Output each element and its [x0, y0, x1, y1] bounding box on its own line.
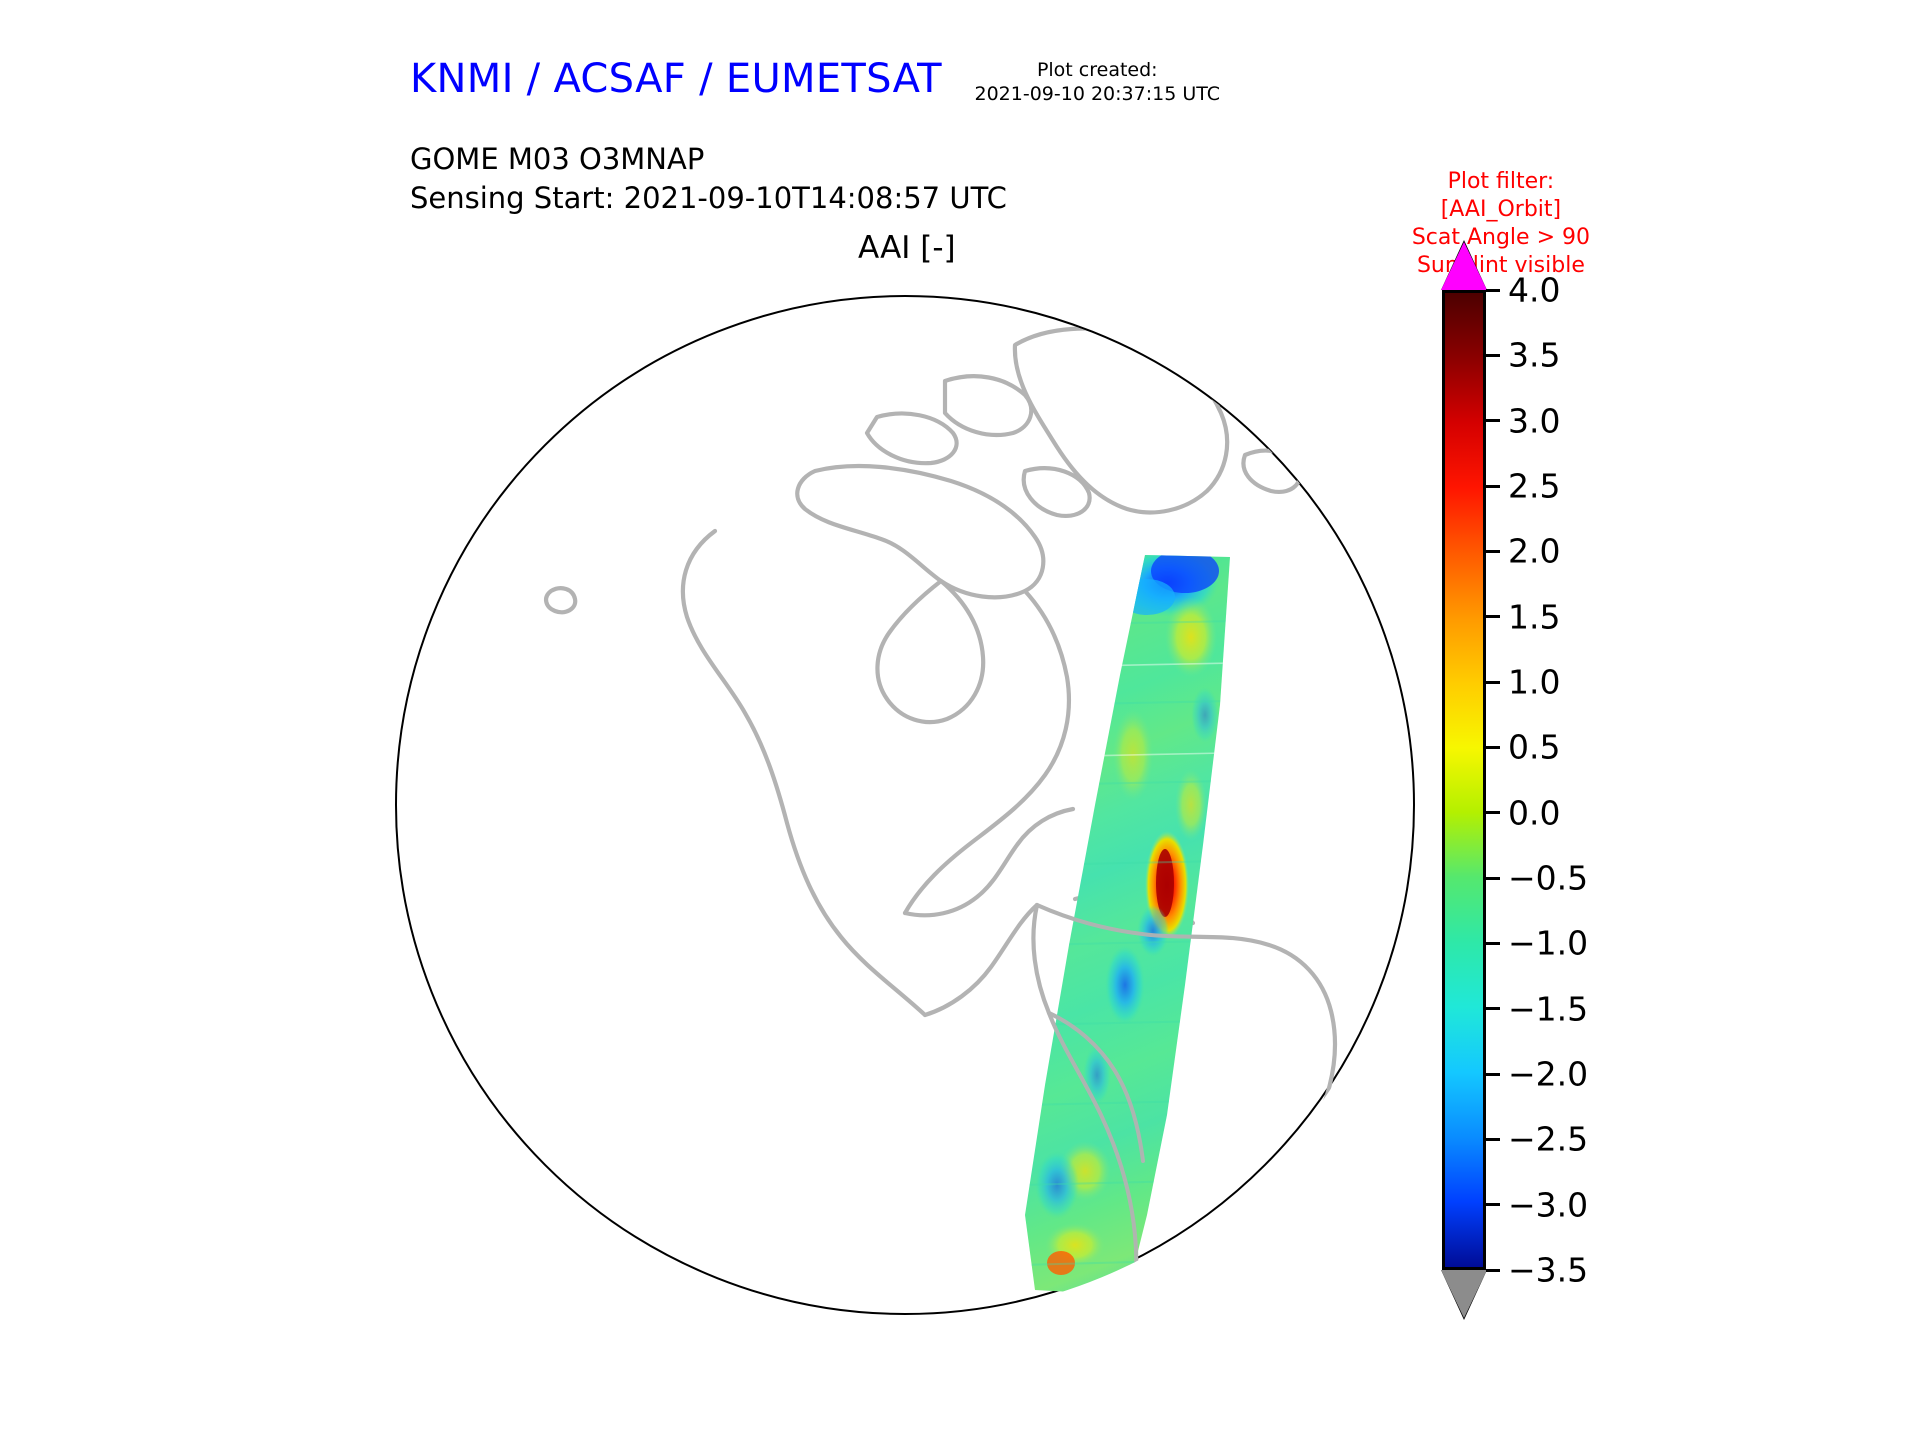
globe-map	[385, 285, 1430, 1330]
plot-filter-sunglint: Sunglint visible	[1416, 253, 1585, 279]
colorbar-tick-label: 0.5	[1508, 727, 1561, 767]
colorbar-tick-label: −3.5	[1508, 1250, 1589, 1290]
plot-filter-block: Plot filter: [AAI_Orbit] Scat Angle > 90…	[1412, 168, 1590, 281]
colorbar-tick-label: −0.5	[1508, 858, 1589, 898]
colorbar-tick-label: 0.0	[1508, 793, 1561, 833]
colorbar-tick	[1486, 484, 1500, 488]
colorbar-tick	[1486, 615, 1500, 619]
colorbar-tick	[1486, 1007, 1500, 1011]
coastlines	[544, 326, 1416, 1316]
colorbar-tick-label: −3.0	[1508, 1185, 1589, 1225]
colorbar-tick	[1486, 811, 1500, 815]
colorbar-tick	[1486, 1072, 1500, 1076]
colorbar-tick-label: −1.5	[1508, 989, 1589, 1029]
product-info-block: GOME M03 O3MNAP Sensing Start: 2021-09-1…	[410, 140, 1007, 217]
colorbar-under-arrow	[1441, 1270, 1487, 1318]
colorbar-tick	[1486, 1268, 1500, 1272]
colorbar-tick-label: 4.0	[1508, 270, 1561, 310]
plot-created-block: Plot created: 2021-09-10 20:37:15 UTC	[975, 58, 1221, 107]
colorbar: 4.0 3.5 3.0 2.5 2.0 1.5 1.0 0.5 0.0 −0.5 −1.0 −1.5 −…	[1441, 240, 1588, 1320]
colorbar-tick	[1486, 941, 1500, 945]
plot-filter-scat-angle: Scat Angle > 90	[1411, 225, 1590, 251]
sensing-start: Sensing Start: 2021-09-10T14:08:57 UTC	[410, 180, 1007, 215]
colorbar-tick-label: −1.0	[1508, 923, 1589, 963]
colorbar-tick	[1486, 353, 1500, 357]
organisations-title: KNMI / ACSAF / EUMETSAT	[410, 56, 942, 102]
variable-title: AAI [-]	[858, 230, 956, 266]
colorbar-tick	[1486, 288, 1500, 292]
plot-filter-label: Plot filter:	[1447, 169, 1555, 194]
colorbar-tick	[1486, 876, 1500, 880]
colorbar-tick	[1486, 549, 1500, 553]
colorbar-tick-label: 3.5	[1508, 335, 1561, 375]
colorbar-tick	[1486, 1203, 1500, 1207]
colorbar-tick	[1486, 1137, 1500, 1141]
colorbar-gradient	[1442, 290, 1486, 1270]
colorbar-tick-label: 1.5	[1508, 597, 1561, 637]
colorbar-tick-label: 1.0	[1508, 662, 1561, 702]
colorbar-tick-label: 3.0	[1508, 401, 1561, 441]
colorbar-over-arrow	[1441, 242, 1487, 290]
colorbar-tick	[1486, 680, 1500, 684]
colorbar-tick-label: −2.5	[1508, 1119, 1589, 1159]
plot-created-label: Plot created:	[1036, 59, 1158, 81]
plot-created-timestamp: 2021-09-10 20:37:15 UTC	[974, 83, 1221, 106]
colorbar-tick-label: −2.0	[1508, 1054, 1589, 1094]
colorbar-tick	[1486, 419, 1500, 423]
product-name: GOME M03 O3MNAP	[410, 142, 705, 176]
colorbar-tick	[1486, 745, 1500, 749]
map-graphics	[544, 326, 1416, 1316]
colorbar-tick-label: 2.5	[1508, 466, 1561, 506]
colorbar-tick-label: 2.0	[1508, 531, 1561, 571]
satellite-swath	[1025, 555, 1230, 1295]
plot-filter-name: [AAI_Orbit]	[1440, 197, 1562, 223]
